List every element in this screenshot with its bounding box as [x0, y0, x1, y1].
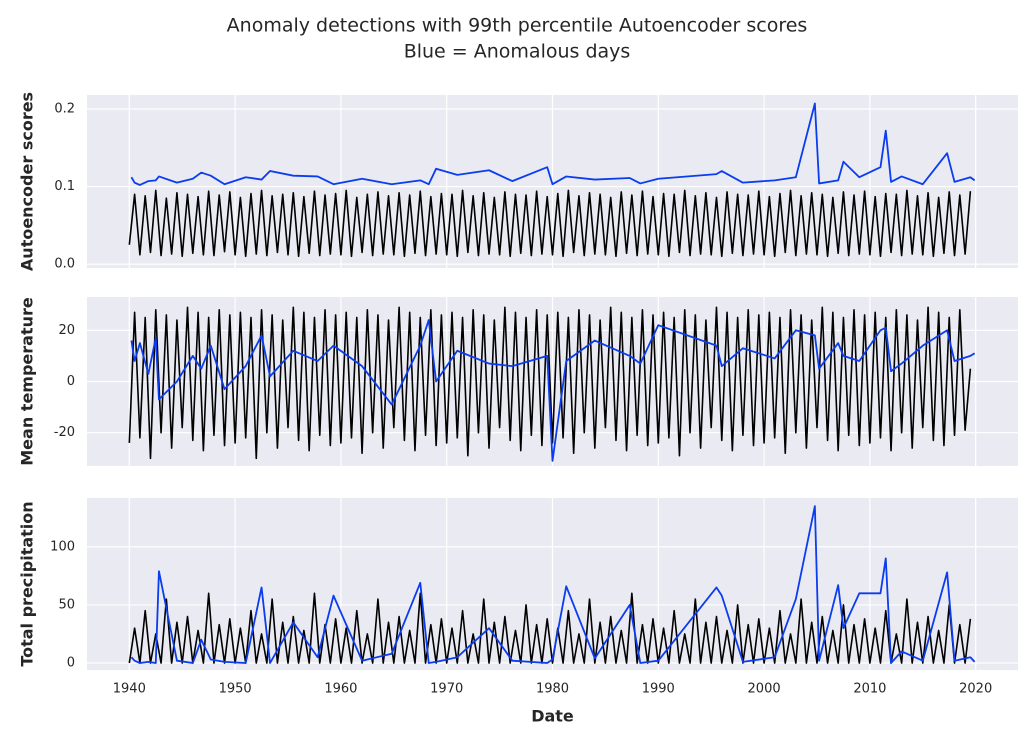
y-tick-label: 0.1	[54, 179, 75, 194]
y-tick-label: 20	[58, 323, 75, 338]
x-tick-label: 2020	[959, 682, 992, 697]
y-tick-label: 0	[67, 374, 75, 389]
x-tick-label: 1940	[113, 682, 146, 697]
y-axis-label: Autoencoder scores	[18, 92, 37, 271]
x-tick-label: 2000	[748, 682, 781, 697]
x-tick-label: 1950	[219, 682, 252, 697]
y-tick-label: -20	[54, 425, 75, 440]
series-line	[128, 592, 972, 664]
x-tick-label: 1980	[536, 682, 569, 697]
x-tick-label: 1990	[642, 682, 675, 697]
y-tick-label: 0	[67, 656, 75, 671]
x-tick-label: 2010	[853, 682, 886, 697]
series-line	[130, 505, 976, 664]
series-line	[130, 102, 976, 186]
y-tick-label: 50	[58, 597, 75, 612]
chart-subtitle: Blue = Anomalous days	[404, 41, 631, 63]
x-axis-label: Date	[531, 707, 574, 726]
x-tick-label: 1960	[324, 682, 357, 697]
y-tick-label: 0.0	[54, 257, 75, 272]
series-line	[128, 189, 972, 258]
series-line	[130, 319, 976, 462]
y-axis-label: Total precipitation	[18, 501, 37, 666]
y-tick-label: 0.2	[54, 101, 75, 116]
x-tick-label: 1970	[430, 682, 463, 697]
y-axis-label: Mean temperature	[18, 297, 37, 466]
chart-title: Anomaly detections with 99th percentile …	[227, 15, 808, 37]
y-tick-label: 100	[50, 539, 75, 554]
